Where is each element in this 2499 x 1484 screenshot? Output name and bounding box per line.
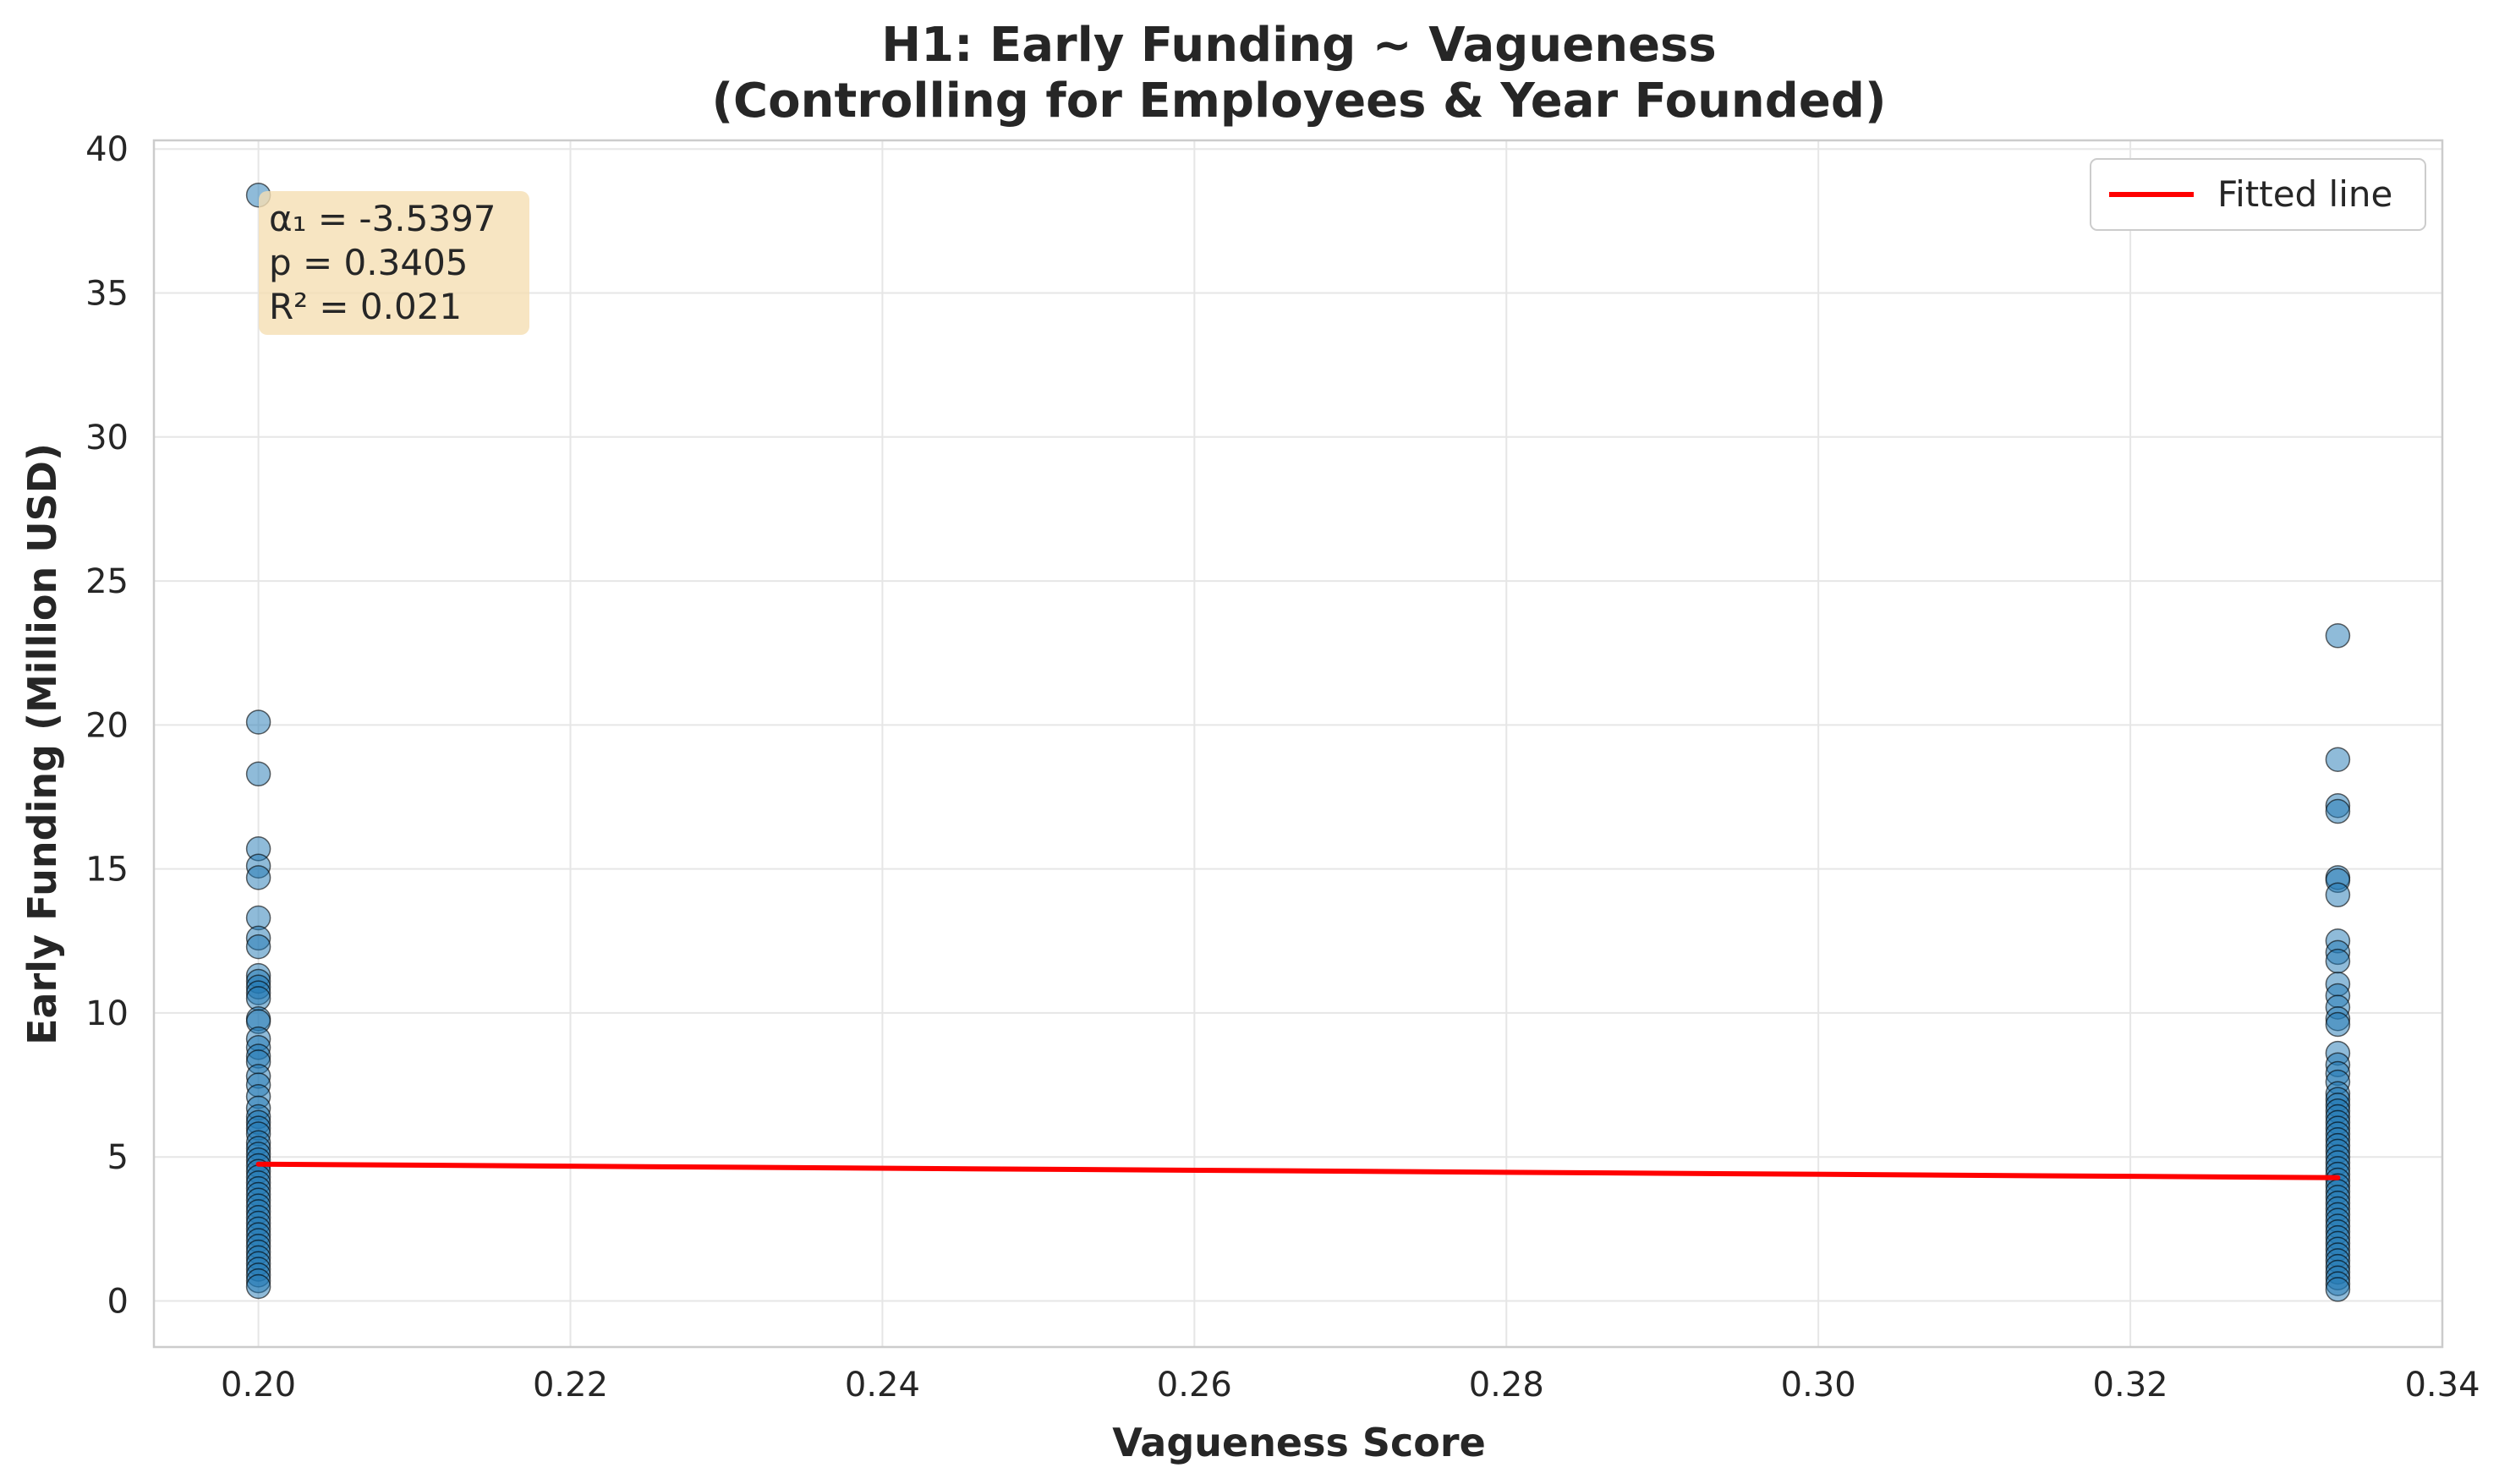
fitted-line [255,1161,2341,1180]
legend-label: Fitted line [2217,173,2392,215]
y-axis-label: Early Funding (Million USD) [19,443,65,1045]
y-tick-label: 35 [85,275,129,314]
x-tick-label: 0.32 [2093,1366,2168,1405]
x-tick-label: 0.24 [845,1366,920,1405]
y-tick-label: 10 [85,994,129,1033]
stats-annotation: α₁ = -3.5397 p = 0.3405 R² = 0.021 [259,191,529,335]
legend-box [2090,158,2426,231]
data-point [2325,948,2351,974]
data-point [245,934,271,960]
data-point [245,709,271,735]
y-tick-label: 5 [107,1138,129,1177]
chart-subtitle: (Controlling for Employees & Year Founde… [711,74,1886,129]
data-point [245,865,271,890]
data-point [245,1273,271,1300]
data-point [2325,1277,2351,1302]
x-tick-label: 0.30 [1781,1366,1856,1405]
stats-r-squared: R² = 0.021 [269,286,462,327]
data-point [2325,747,2351,772]
scatter-points [245,182,2351,1302]
stats-p-value: p = 0.3405 [269,242,469,283]
data-point [245,761,271,787]
x-tick-label: 0.26 [1157,1366,1232,1405]
plot-frame [152,139,2444,1349]
y-tick-label: 20 [85,706,129,745]
x-tick-label: 0.28 [1469,1366,1544,1405]
y-tick-label: 15 [85,851,129,890]
y-tick-label: 40 [85,130,129,169]
y-tick-label: 0 [107,1283,129,1322]
legend: Fitted line [2090,158,2426,231]
plot-area [154,140,2442,1347]
y-tick-label: 25 [85,562,129,601]
x-tick-label: 0.22 [533,1366,608,1405]
x-axis-label: Vagueness Score [1112,1420,1486,1465]
stats-box [259,191,529,335]
data-point [2325,882,2351,908]
data-point [2325,798,2351,824]
x-axis-ticks: 0.20 0.22 0.24 0.26 0.28 0.30 0.32 0.34 [221,1366,2480,1405]
x-tick-label: 0.20 [221,1366,296,1405]
y-axis-ticks: 0 5 10 15 20 25 30 35 40 [85,130,129,1321]
x-tick-label: 0.34 [2404,1366,2480,1405]
chart-title: H1: Early Funding ~ Vagueness [881,18,1716,73]
data-point [2325,623,2351,649]
y-tick-label: 30 [85,419,129,457]
data-point [2325,1011,2351,1038]
stats-alpha: α₁ = -3.5397 [269,198,496,239]
